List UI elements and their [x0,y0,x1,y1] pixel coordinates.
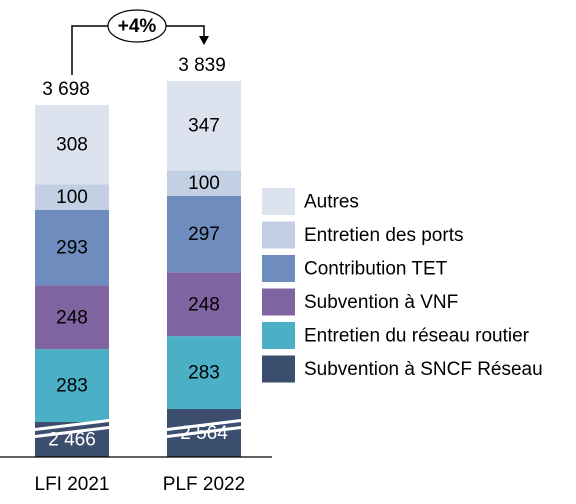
axis-break-mark [30,425,114,439]
data-label-lfi-2021-subvention-a-vnf: 248 [56,307,88,328]
data-label-plf-2022-entretien-du-reseau-routier: 283 [188,363,220,384]
data-label-lfi-2021-entretien-des-ports: 100 [56,187,88,208]
bar-plf-2022-autres [167,80,241,171]
data-label-plf-2022-entretien-des-ports: 100 [188,173,220,194]
total-label-lfi-2021: 3 698 [42,79,90,100]
data-label-lfi-2021-autres: 308 [56,135,88,156]
legend-swatch-autres [262,188,295,215]
category-label-plf-2022: PLF 2022 [163,474,245,495]
data-label-lfi-2021-contribution-tet: 293 [56,238,88,259]
legend-label-subvention-a-vnf: Subvention à VNF [304,292,458,313]
data-label-lfi-2021-subvention-a-sncf-reseau: 2 466 [48,430,96,451]
data-label-plf-2022-autres: 347 [188,116,220,137]
bar-plf-2022-entretien-des-ports [167,170,241,196]
legend-label-entretien-des-ports: Entretien des ports [304,225,463,246]
bar-lfi-2021-subvention-a-vnf [35,285,109,350]
bar-plf-2022-entretien-du-reseau-routier [167,336,241,409]
legend-swatch-entretien-des-ports [262,221,295,249]
category-label-lfi-2021: LFI 2021 [35,474,110,495]
legend-swatch-subvention-a-sncf-reseau [262,355,295,383]
data-label-plf-2022-contribution-tet: 297 [188,224,220,245]
axis-break-mark [30,418,114,432]
bar-plf-2022-subvention-a-vnf [167,272,241,337]
bar-lfi-2021-entretien-des-ports [35,184,109,210]
axis-break-mark [162,425,246,439]
legend-label-entretien-du-reseau-routier: Entretien du réseau routier [304,326,530,347]
data-label-plf-2022-subvention-a-vnf: 248 [188,294,220,315]
legend-swatch-subvention-a-vnf [262,288,295,316]
legend-label-subvention-a-sncf-reseau: Subvention à SNCF Réseau [304,359,543,380]
legend-label-autres: Autres [304,192,359,213]
data-label-lfi-2021-entretien-du-reseau-routier: 283 [56,376,88,397]
growth-badge [107,9,167,43]
axis-break-mark [162,418,246,432]
legend-label-contribution-tet: Contribution TET [304,259,448,280]
bar-lfi-2021-autres [35,105,109,185]
legend-swatch-entretien-du-reseau-routier [262,322,295,349]
bar-lfi-2021-entretien-du-reseau-routier [35,349,109,422]
data-label-plf-2022-subvention-a-sncf-reseau: 2 564 [180,423,228,444]
growth-label: +4% [118,16,157,37]
bar-lfi-2021-contribution-tet [35,209,109,286]
legend-swatch-contribution-tet [262,255,295,282]
bar-plf-2022-contribution-tet [167,195,241,273]
growth-arrow-head [199,36,209,45]
total-label-plf-2022: 3 839 [178,55,226,76]
